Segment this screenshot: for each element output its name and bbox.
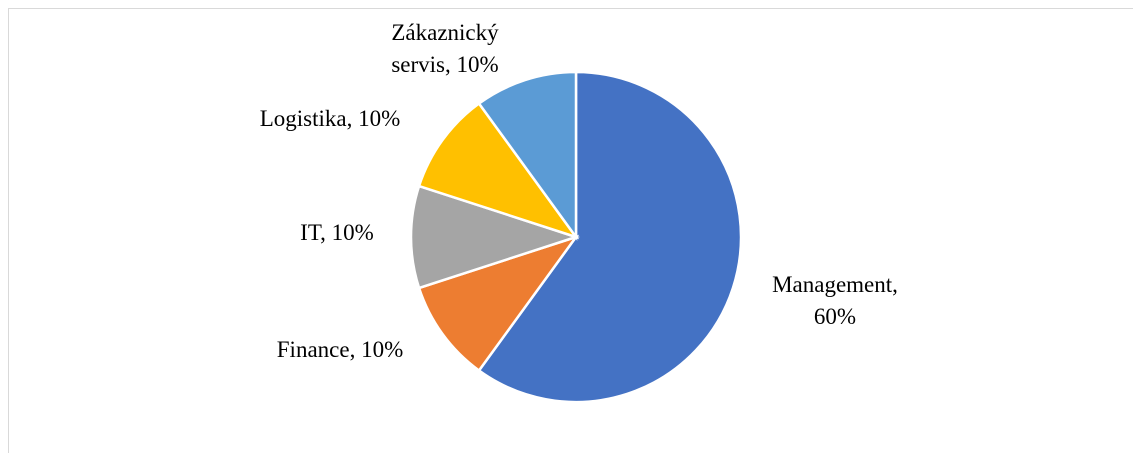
pie-slice: [409, 184, 581, 290]
pie-slice: [417, 234, 580, 373]
data-label-line: Finance, 10%: [277, 337, 403, 362]
data-label-line: Zákaznický: [391, 20, 499, 45]
data-label: Logistika, 10%: [260, 106, 401, 131]
data-label: Zákaznický servis, 10%: [391, 20, 499, 77]
data-label-line: 60%: [814, 304, 856, 329]
pie-slice: [417, 101, 580, 240]
pie-slice: [477, 70, 743, 404]
data-label: Finance, 10%: [277, 337, 403, 362]
data-label-line: servis, 10%: [391, 52, 498, 77]
data-label-line: Logistika, 10%: [260, 106, 401, 131]
data-label: Management, 60%: [772, 272, 898, 329]
pie-slice: [477, 70, 578, 241]
data-label: IT, 10%: [300, 220, 374, 245]
data-label-line: IT, 10%: [300, 220, 374, 245]
data-label-line: Management,: [772, 272, 898, 297]
